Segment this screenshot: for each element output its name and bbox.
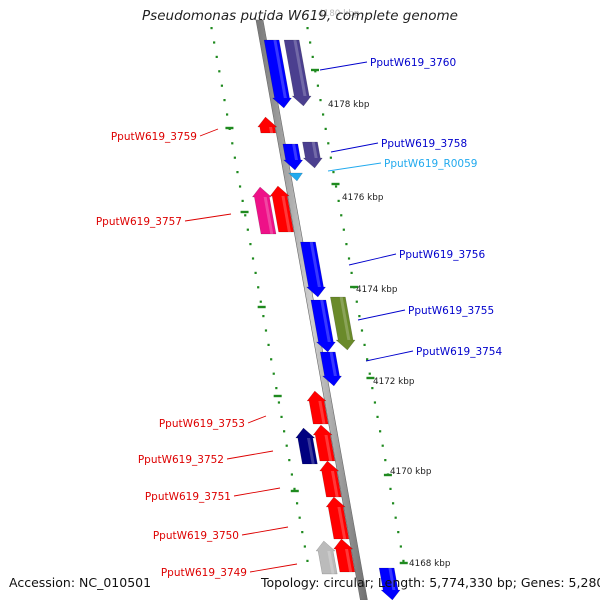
gene-feature[interactable] [319,351,343,387]
gene-labels: PputW619_3760 PputW619_3759 PputW619_3758 P… [96,57,503,579]
gene-feature[interactable] [295,427,318,465]
scale-labels: 4180 kbp 4178 kbp 4176 kbp 4174 kbp 4172 kbp… [318,9,451,569]
leader-line [319,61,368,71]
gene-highlight [281,196,291,232]
gene-label[interactable]: PputW619_3753 [159,418,245,430]
gene-feature[interactable] [282,143,304,171]
gene-highlight [273,40,287,98]
gene-highlight [269,127,274,133]
gene-feature[interactable] [263,39,293,109]
gene-highlight [311,142,318,158]
gene-feature[interactable] [378,567,401,600]
leader-line [199,128,219,137]
leader-line [365,350,414,362]
label-leader-lines [184,61,414,573]
gene-feature[interactable] [283,39,312,107]
gene-label[interactable]: PputW619_3759 [111,131,197,143]
accession-text: Accession: NC_010501 [9,575,152,590]
gene-highlight [318,401,326,424]
gene-feature[interactable] [287,172,304,182]
gene-highlight [309,242,321,287]
genome-summary-text: Topology: circular; Length: 5,774,330 bp… [261,575,600,590]
leader-line [226,450,274,460]
gene-features [251,39,401,600]
gene-highlight [324,435,333,461]
gene-highlight [293,40,307,96]
gene-label[interactable]: PputW619_3754 [416,346,502,358]
gene-feature[interactable] [302,141,323,169]
gene-feature[interactable] [257,116,278,134]
scale-label: 4180 kbp [318,9,360,19]
gene-highlight [263,197,274,234]
gene-highlight [388,568,396,590]
gene-highlight [345,549,353,572]
gene-highlight [292,144,298,160]
scale-label: 4174 kbp [356,285,398,295]
gene-label[interactable]: PputW619_3757 [96,216,182,228]
leader-line [327,162,382,172]
scale-label: 4168 kbp [409,559,451,569]
gene-label[interactable]: PputW619_3755 [408,305,494,317]
gene-highlight [320,300,331,342]
leader-line [233,487,281,497]
gene-highlight [339,297,351,340]
gene-label[interactable]: PputW619_3749 [161,567,247,579]
gene-highlight [330,471,339,497]
gene-label[interactable]: PputW619_3756 [399,249,485,261]
gene-feature[interactable] [310,299,336,353]
tick-marks [210,27,408,565]
leader-line [249,563,298,573]
gene-highlight [327,551,335,574]
gene-feature[interactable] [330,296,356,351]
gene-feature[interactable] [300,241,327,298]
leader-line [241,526,289,536]
leader-line [357,309,406,321]
genome-backbone [255,19,368,600]
gene-feature[interactable] [269,185,294,233]
gene-label[interactable]: PputW619_3758 [381,138,467,150]
scale-label: 4176 kbp [342,193,384,203]
leader-line [330,142,379,153]
gene-feature[interactable] [315,540,338,575]
gene-feature[interactable] [306,390,329,425]
scale-label: 4172 kbp [373,377,415,387]
gene-feature[interactable] [333,538,356,573]
gene-label[interactable]: PputW619_3752 [138,454,224,466]
gene-highlight [329,352,337,376]
page-title: Pseudomonas putida W619, complete genome [142,8,458,24]
gene-label[interactable]: PputW619_3751 [145,491,231,503]
scale-label: 4178 kbp [328,100,370,110]
gene-label[interactable]: PputW619_3750 [153,530,239,542]
scale-label: 4170 kbp [390,467,432,477]
leader-line [247,415,267,424]
gene-feature[interactable] [251,186,277,235]
leader-line [184,213,232,222]
gene-highlight [337,507,347,539]
leader-line [348,253,397,266]
gene-label[interactable]: PputW619_R0059 [384,158,477,170]
gene-highlight [307,438,315,464]
gene-label[interactable]: PputW619_3760 [370,57,456,69]
